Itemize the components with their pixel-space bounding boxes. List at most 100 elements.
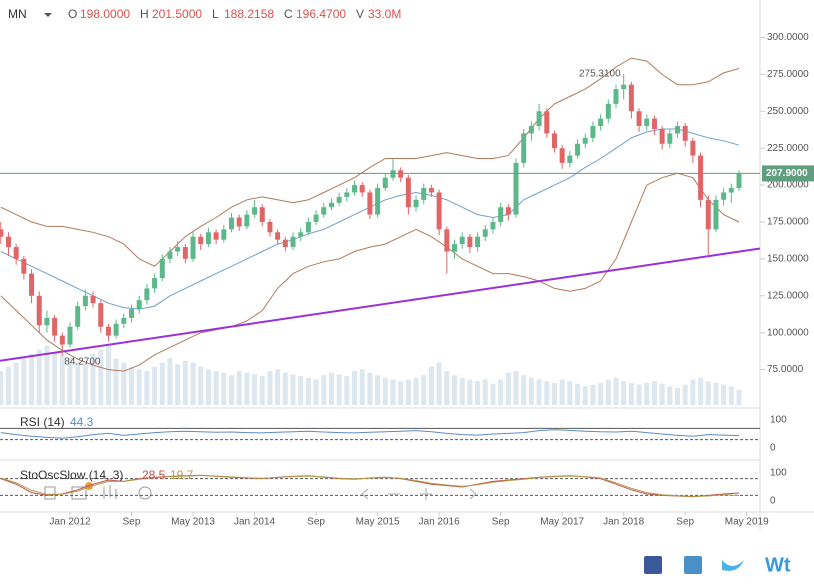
candle-body [644, 118, 650, 127]
candle-body [113, 323, 119, 336]
volume-bar [298, 376, 304, 405]
volume-bar [728, 386, 734, 405]
x-tick-label: Sep [492, 517, 510, 528]
candle-body [651, 118, 657, 129]
rsi-line [0, 429, 740, 439]
candle-body [352, 185, 358, 193]
y-tick-label: 300.0000 [767, 32, 809, 43]
volume-bar [398, 381, 404, 405]
volume-bar [167, 358, 173, 405]
annotation: 84.2700 [64, 357, 101, 368]
x-tick-label: Sep [676, 517, 694, 528]
candle-body [82, 295, 88, 307]
tool-icon[interactable] [71, 486, 87, 500]
tool-icon[interactable] [138, 486, 152, 500]
volume-bar [428, 366, 434, 405]
candle-body [475, 236, 481, 248]
volume-bar [344, 376, 350, 405]
volume-bar [175, 364, 181, 405]
candle-body [728, 188, 734, 193]
scroll-left[interactable] [361, 488, 369, 500]
volume-bar [505, 372, 511, 405]
volume-bar [705, 381, 711, 405]
candle-body [698, 155, 704, 200]
candle-body [421, 188, 427, 200]
stocktwits-icon[interactable] [684, 556, 702, 574]
rsi-tick-label: 0 [770, 443, 776, 454]
volume-bar [459, 377, 465, 405]
candle-body [52, 317, 58, 336]
candle-body [21, 258, 27, 274]
candle-body [221, 229, 227, 240]
volume-bar [490, 383, 496, 405]
floating-toolbar[interactable] [361, 488, 477, 500]
volume-bar [144, 371, 150, 405]
volume-bar [198, 366, 204, 405]
candle-body [721, 192, 727, 200]
volume-bar [498, 379, 504, 405]
scroll-right[interactable] [469, 488, 477, 500]
candle-body [521, 133, 527, 163]
candle-body [90, 295, 96, 304]
candle-body [167, 251, 173, 259]
rsi-value: 44.3 [70, 415, 94, 429]
zoom-in[interactable] [420, 488, 432, 500]
candle-body [682, 126, 688, 141]
volume-bar [375, 375, 381, 405]
candle-body [205, 232, 211, 245]
rsi-name: RSI (14) [20, 415, 65, 429]
candle-body [5, 236, 11, 248]
candle-body [528, 126, 534, 134]
volume-bar [359, 369, 365, 405]
volume-bar [275, 369, 281, 405]
candle-body [382, 177, 388, 189]
header-text: H [140, 7, 149, 21]
dropdown-arrow[interactable] [44, 13, 52, 17]
candle-body [105, 326, 111, 336]
candle-body [713, 199, 719, 230]
volume-bar [267, 371, 273, 405]
volume-bar [559, 379, 565, 405]
x-tick-label: May 2013 [171, 517, 215, 528]
candle-body [59, 335, 65, 345]
candle-body [452, 244, 457, 252]
candle-body [590, 126, 596, 138]
candle-body [605, 103, 611, 119]
candle-body [159, 258, 165, 279]
facebook-icon[interactable] [644, 556, 662, 574]
candle-body [436, 192, 442, 230]
candle-body [636, 111, 642, 127]
stoch-legend: 19.7 [170, 468, 194, 482]
volume-bar [52, 352, 58, 405]
volume-bar [244, 372, 250, 405]
volume-bar [113, 358, 119, 405]
rsi-tick-label: 100 [770, 415, 787, 426]
volume-bar [105, 345, 111, 405]
volume-bar [436, 362, 442, 405]
header-text: C [284, 7, 293, 21]
volume-bar [259, 376, 265, 405]
x-tick-label: Sep [123, 517, 141, 528]
volume-bar [636, 384, 642, 405]
header-text: MN [8, 7, 27, 21]
volume-bar [575, 383, 581, 405]
volume-bar [667, 386, 673, 405]
y-tick-label: 225.0000 [767, 143, 809, 154]
twitter-icon[interactable] [722, 560, 744, 571]
volume-bar [390, 379, 396, 405]
volume-bar [159, 362, 165, 405]
volume-bar [713, 382, 719, 405]
candle-body [313, 214, 319, 222]
volume-bar [736, 389, 742, 405]
candle-body [213, 232, 219, 240]
stoch-tick-label: 0 [770, 496, 776, 507]
candle-body [398, 170, 404, 178]
candle-body [467, 236, 473, 248]
candle-body [29, 273, 35, 296]
volume-bar [467, 379, 473, 405]
candle-body [551, 133, 557, 149]
candle-body [244, 214, 250, 227]
x-tick-label: Jan 2014 [234, 517, 276, 528]
tool-icon[interactable] [44, 486, 56, 500]
